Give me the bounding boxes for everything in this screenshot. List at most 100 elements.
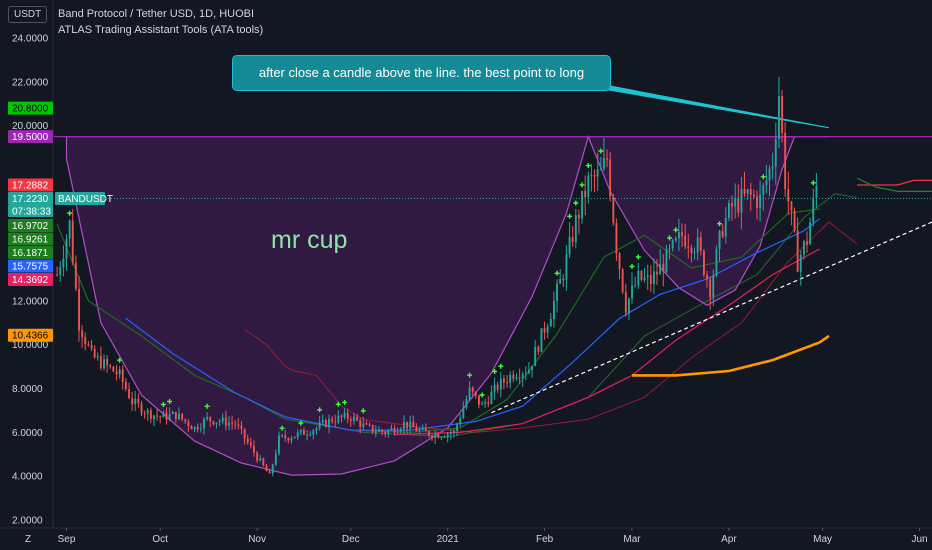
buy-signal-markers bbox=[67, 148, 816, 431]
candle-body bbox=[384, 432, 387, 435]
candle bbox=[662, 254, 665, 287]
candle-body bbox=[518, 377, 521, 379]
candle bbox=[274, 449, 277, 467]
candle bbox=[103, 354, 105, 371]
candle bbox=[62, 245, 65, 277]
candle bbox=[687, 233, 690, 259]
candle bbox=[246, 434, 249, 445]
candle bbox=[449, 429, 452, 440]
price-tag-label: 16.1871 bbox=[12, 248, 49, 259]
candle-body bbox=[603, 158, 605, 169]
candle-body bbox=[406, 421, 408, 429]
candle bbox=[543, 321, 546, 340]
candle bbox=[365, 420, 368, 426]
candle-body bbox=[212, 421, 215, 425]
candle-body bbox=[378, 429, 380, 432]
candle bbox=[178, 407, 180, 421]
candle bbox=[281, 434, 284, 438]
candle-body bbox=[540, 328, 543, 352]
candle bbox=[728, 199, 730, 222]
candle bbox=[756, 190, 758, 220]
candle-body bbox=[784, 132, 787, 190]
candle-body bbox=[468, 387, 471, 400]
candle-body bbox=[315, 428, 318, 431]
candle-body bbox=[149, 410, 152, 419]
candle bbox=[462, 401, 465, 419]
candle bbox=[790, 200, 793, 226]
candle-body bbox=[728, 203, 730, 218]
callout-annotation[interactable]: after close a candle above the line. the… bbox=[232, 55, 611, 91]
candle-body bbox=[474, 391, 477, 396]
candle-body bbox=[78, 288, 80, 331]
candle bbox=[599, 157, 602, 171]
candle bbox=[234, 420, 237, 430]
candle-body bbox=[690, 247, 693, 253]
candle bbox=[106, 355, 109, 373]
candle-body bbox=[121, 369, 124, 382]
x-tick-label: Dec bbox=[342, 534, 360, 545]
candle-body bbox=[699, 237, 702, 251]
candle-body bbox=[543, 328, 546, 333]
candle-body bbox=[59, 267, 62, 275]
candle-body bbox=[390, 427, 393, 431]
candle-body bbox=[534, 347, 537, 366]
candle-body bbox=[368, 424, 371, 426]
price-tag-bg bbox=[8, 130, 53, 144]
candle bbox=[806, 231, 808, 253]
candle bbox=[765, 165, 768, 194]
candle-body bbox=[715, 249, 718, 276]
candle-body bbox=[190, 426, 193, 430]
candle bbox=[168, 407, 171, 422]
candle bbox=[278, 431, 280, 456]
countdown-label: 07:38:33 bbox=[12, 207, 51, 218]
candle bbox=[259, 455, 262, 462]
candle-body bbox=[753, 194, 755, 197]
candle-body bbox=[318, 422, 321, 429]
candle bbox=[109, 363, 112, 369]
cup-outline bbox=[65, 134, 829, 476]
candle bbox=[734, 183, 737, 219]
candle bbox=[353, 412, 355, 425]
candle-body bbox=[265, 465, 268, 472]
candle bbox=[628, 297, 630, 321]
candle bbox=[318, 415, 321, 431]
candle-body bbox=[284, 435, 287, 439]
candle bbox=[618, 251, 621, 280]
cup-pattern-area bbox=[65, 134, 829, 476]
candle bbox=[493, 377, 496, 400]
candle-body bbox=[224, 417, 227, 426]
candle-body bbox=[371, 425, 374, 432]
candle-body bbox=[421, 428, 424, 430]
candle-body bbox=[465, 399, 468, 408]
candle-body bbox=[768, 168, 771, 181]
candle-body bbox=[228, 422, 230, 426]
candle-body bbox=[346, 413, 349, 419]
symbol-tag-bg bbox=[55, 192, 105, 205]
candle bbox=[374, 425, 377, 438]
candle bbox=[243, 428, 246, 445]
candle bbox=[203, 416, 205, 435]
x-tick-label: Sep bbox=[58, 534, 76, 545]
moving-average-3 bbox=[632, 334, 830, 377]
candle bbox=[578, 209, 580, 235]
candle bbox=[362, 416, 365, 431]
candle bbox=[346, 408, 349, 424]
candle bbox=[324, 418, 327, 428]
candle bbox=[156, 409, 159, 421]
candle bbox=[518, 368, 521, 384]
candle-body bbox=[431, 435, 433, 439]
candle-body bbox=[624, 291, 627, 313]
candle bbox=[309, 431, 312, 437]
candle bbox=[531, 365, 533, 378]
candle bbox=[681, 223, 683, 247]
candle bbox=[65, 234, 68, 271]
buy-signal-marker bbox=[598, 148, 604, 154]
candle bbox=[649, 265, 652, 293]
currency-badge[interactable]: USDT bbox=[8, 6, 48, 23]
candle bbox=[640, 269, 643, 282]
x-tick-label: Jun bbox=[911, 534, 927, 545]
buy-signal-marker bbox=[579, 182, 585, 188]
candle bbox=[471, 386, 474, 396]
candle-body bbox=[196, 426, 199, 430]
